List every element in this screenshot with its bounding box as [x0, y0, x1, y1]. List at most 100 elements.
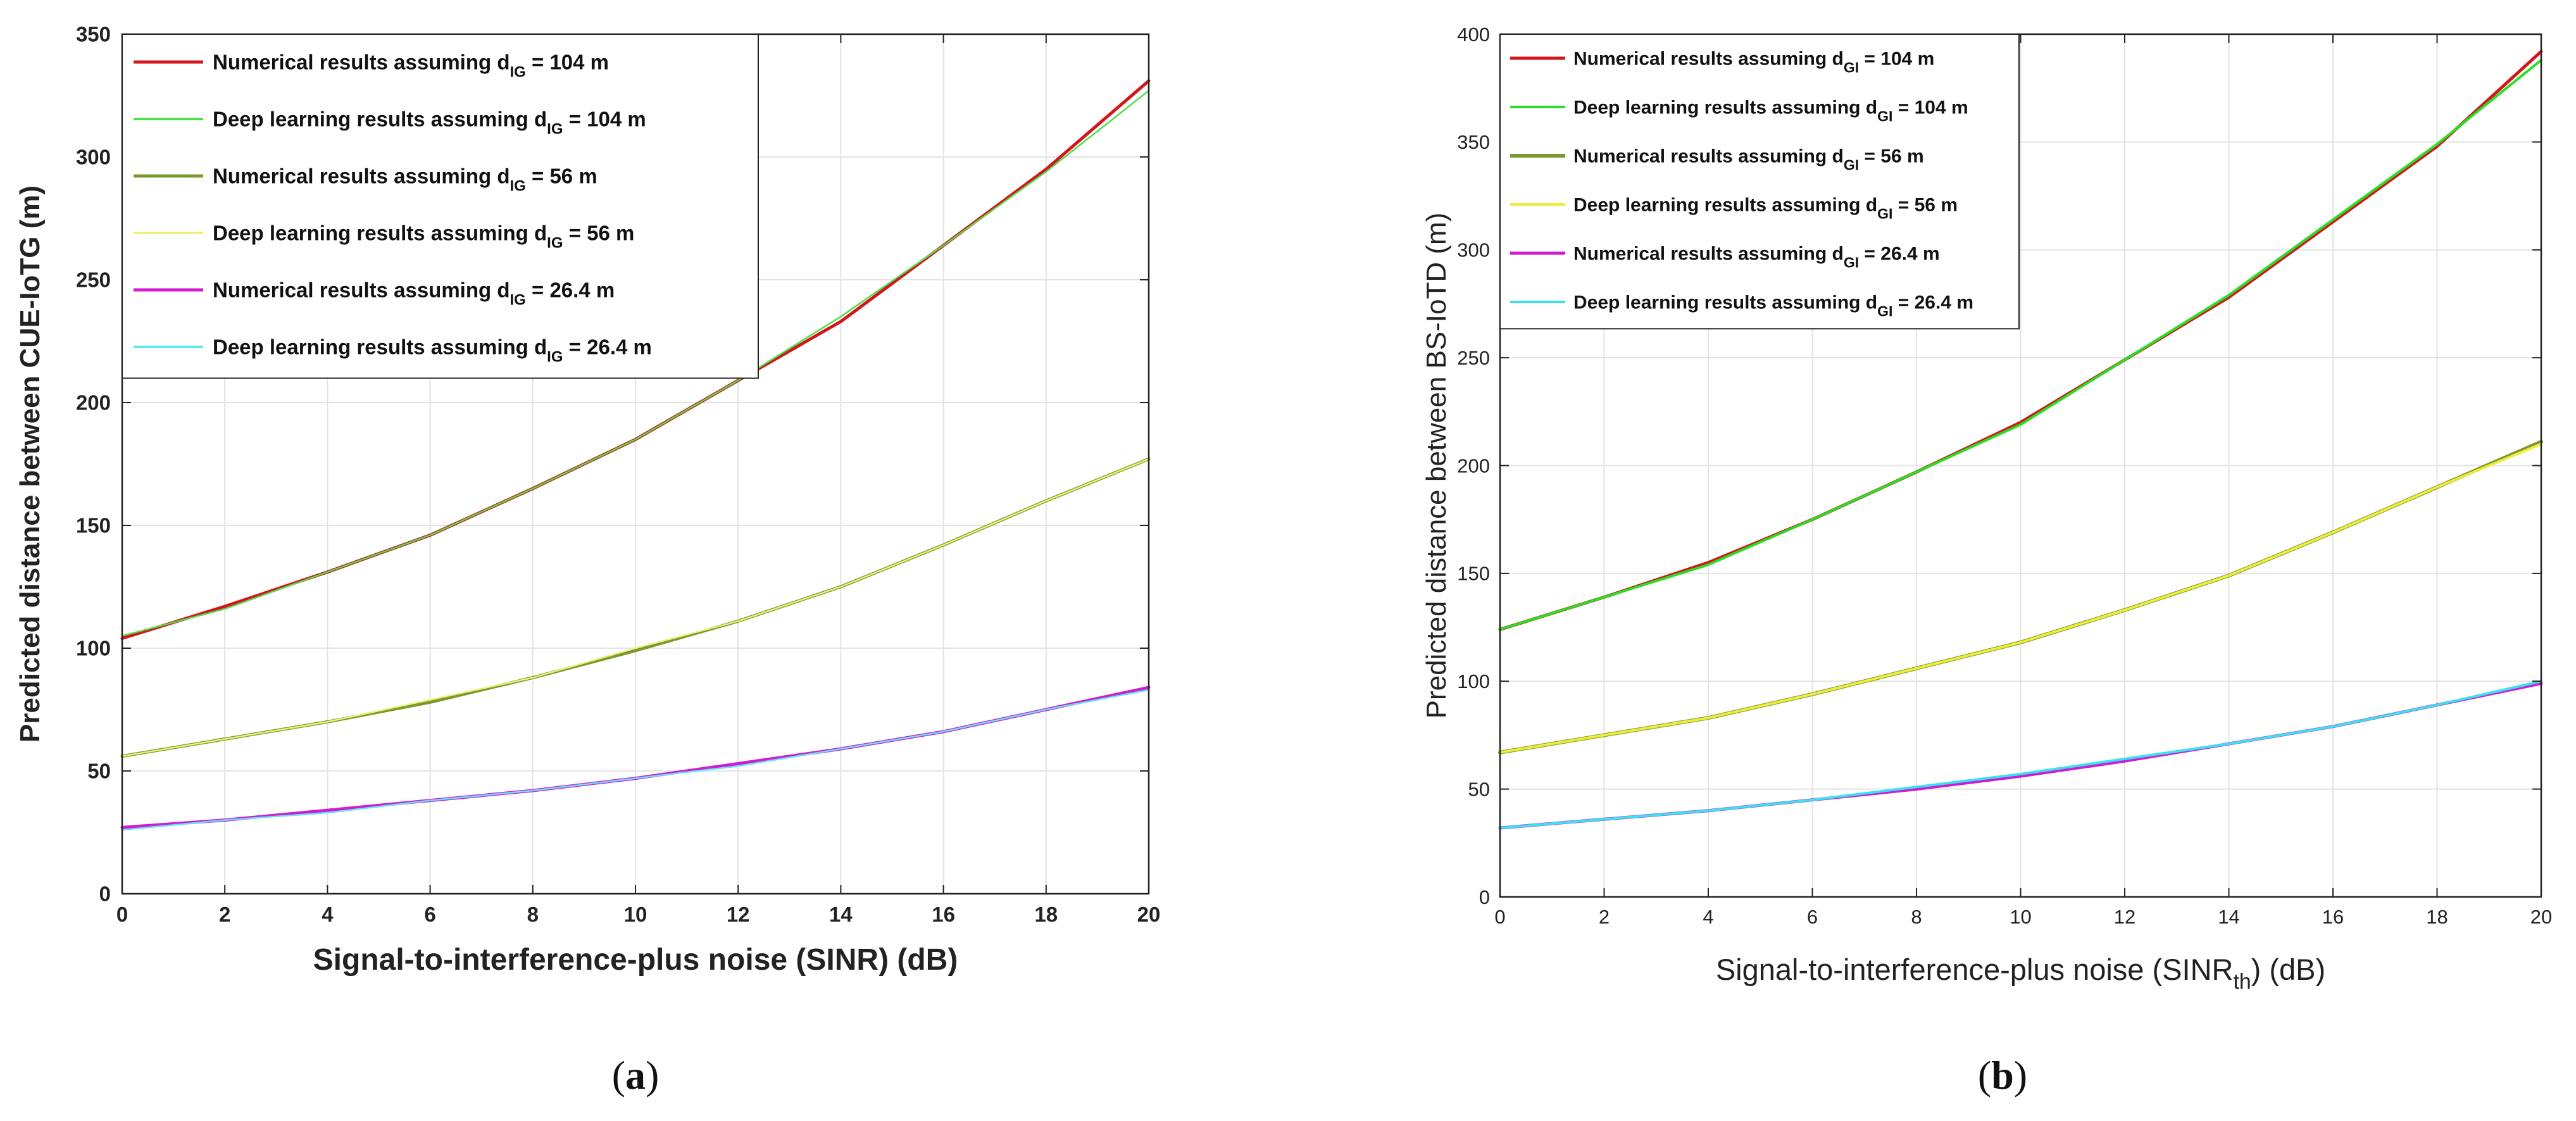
- legend-entry-subscript: IG: [547, 121, 563, 138]
- panel-label-letter: a: [625, 1053, 646, 1098]
- x-tick-label: 16: [932, 903, 955, 926]
- series-line-1: [1498, 49, 2543, 631]
- legend-entry-text: Deep learning results assuming d: [1573, 97, 1877, 118]
- legend-entry-text: Deep learning results assuming d: [213, 222, 547, 245]
- legend-entry-subscript: IG: [510, 178, 526, 195]
- x-tick-label: 0: [1494, 906, 1505, 928]
- legend-entry-tail: = 26.4 m: [563, 335, 652, 359]
- legend-entry: Deep learning results assuming dGI = 26.…: [1573, 292, 1973, 320]
- x-tick-label: 18: [2426, 906, 2448, 928]
- series-line-2: [1499, 58, 2542, 631]
- panel-label: (b): [1978, 1053, 2027, 1098]
- x-tick-label: 2: [219, 903, 230, 926]
- legend-entry-subscript: GI: [1844, 157, 1859, 173]
- panel-label: (a): [612, 1053, 660, 1098]
- y-tick-label: 300: [1457, 239, 1490, 261]
- x-tick-label: 6: [1807, 906, 1818, 928]
- x-tick-label: 12: [727, 903, 750, 926]
- y-tick-label: 150: [1457, 563, 1490, 585]
- x-axis-label-text: Signal-to-interference-plus noise (SINR)…: [313, 943, 958, 977]
- legend-entry-tail: = 104 m: [526, 51, 609, 74]
- panel-a: 0 2 4 6 8 10 12 14 16 18 20050100150200250300350Si…: [15, 23, 1160, 1098]
- legend-entry: Numerical results assuming dIG = 26.4 m: [213, 279, 615, 309]
- legend-entry-tail: = 56 m: [1859, 146, 1924, 167]
- legend-entry-text: Deep learning results assuming d: [1573, 195, 1877, 216]
- series-line-2: [121, 89, 1150, 637]
- x-axis-label-subscript: th: [2233, 970, 2251, 994]
- legend-entry-tail: = 104 m: [1859, 49, 1934, 70]
- legend-entry: Deep learning results assuming dIG = 56 …: [213, 222, 634, 252]
- legend-entry-text: Numerical results assuming d: [213, 165, 510, 188]
- y-tick-label: 300: [76, 146, 111, 169]
- y-tick-label: 350: [76, 23, 111, 46]
- legend-entry-subscript: GI: [1844, 59, 1859, 76]
- legend-entry-text: Numerical results assuming d: [213, 51, 510, 74]
- legend-entry-text: Numerical results assuming d: [1573, 244, 1844, 265]
- legend-entry-text: Numerical results assuming d: [1573, 146, 1844, 167]
- y-tick-label: 200: [76, 391, 111, 415]
- y-tick-label: 0: [99, 882, 111, 906]
- legend-entry-text: Numerical results assuming d: [1573, 49, 1844, 70]
- x-tick-label: 10: [2010, 906, 2031, 928]
- x-tick-label: 14: [829, 903, 853, 926]
- legend-entry-tail: = 56 m: [1892, 195, 1958, 216]
- legend-entry: Deep learning results assuming dGI = 56 …: [1573, 195, 1958, 222]
- legend-box: [122, 34, 759, 379]
- legend-entry-tail: = 104 m: [1892, 97, 1968, 118]
- x-tick-label: 20: [1137, 903, 1161, 926]
- legend-entry-subscript: GI: [1844, 254, 1859, 271]
- series-line-4: [1499, 442, 2542, 754]
- y-tick-label: 200: [1457, 454, 1490, 477]
- x-axis-label: Signal-to-interference-plus noise (SINRt…: [1716, 953, 2325, 994]
- legend: Numerical results assuming dIG = 104 mDe…: [122, 34, 759, 379]
- y-tick-label: 400: [1457, 23, 1490, 46]
- y-axis-label: Predicted distance between CUE-IoTG (m): [15, 185, 46, 742]
- x-tick-label: 18: [1034, 903, 1058, 926]
- legend-entry-tail: = 56 m: [563, 222, 635, 245]
- legend-entry: Numerical results assuming dGI = 104 m: [1573, 49, 1934, 76]
- x-tick-label: 20: [2530, 906, 2552, 928]
- y-tick-label: 100: [1457, 670, 1490, 692]
- legend-entry-tail: = 26.4 m: [526, 279, 615, 302]
- x-axis-label: Signal-to-interference-plus noise (SINR)…: [313, 943, 958, 977]
- panel-label-open: (: [1978, 1053, 1991, 1098]
- legend-entry-subscript: GI: [1877, 303, 1892, 320]
- panel-label-letter: b: [1991, 1053, 2014, 1098]
- legend-entry: Numerical results assuming dIG = 104 m: [213, 51, 609, 81]
- x-axis-label-text: Signal-to-interference-plus noise (SINR: [1716, 953, 2234, 986]
- legend-entry-subscript: GI: [1877, 108, 1892, 125]
- legend-entry: Deep learning results assuming dGI = 104…: [1573, 97, 1968, 125]
- y-tick-label: 350: [1457, 131, 1490, 153]
- legend: Numerical results assuming dGI = 104 mDe…: [1499, 34, 2020, 330]
- x-tick-label: 6: [424, 903, 435, 926]
- y-tick-label: 250: [76, 268, 111, 292]
- legend-entry: Numerical results assuming dGI = 26.4 m: [1573, 244, 1940, 271]
- y-tick-label: 50: [87, 760, 111, 783]
- legend-entry-subscript: IG: [510, 64, 526, 81]
- legend-entry-tail: = 56 m: [526, 165, 597, 188]
- x-tick-label: 12: [2114, 906, 2135, 928]
- legend-entry-subscript: IG: [547, 235, 563, 252]
- series-line-6: [121, 689, 1150, 831]
- legend-entry-subscript: IG: [547, 349, 563, 366]
- y-tick-label: 100: [76, 637, 111, 660]
- x-tick-label: 8: [527, 903, 539, 926]
- series-line-6: [1499, 680, 2542, 829]
- series-line-4: [121, 458, 1150, 757]
- legend-entry-tail: = 26.4 m: [1892, 292, 1973, 313]
- x-tick-label: 10: [624, 903, 647, 926]
- x-tick-label: 16: [2322, 906, 2344, 928]
- y-tick-label: 150: [76, 514, 111, 537]
- legend-entry-subscript: IG: [510, 292, 526, 309]
- y-axis-label: Predicted distance between BS-IoTD (m): [1421, 213, 1452, 719]
- legend-entry-text: Deep learning results assuming d: [213, 108, 547, 131]
- panel-label-close: ): [2014, 1053, 2027, 1098]
- x-tick-label: 2: [1599, 906, 1610, 928]
- y-tick-label: 0: [1479, 886, 1490, 908]
- x-tick-label: 4: [1703, 906, 1713, 928]
- legend-entry-text: Numerical results assuming d: [213, 279, 510, 302]
- legend-entry-text: Deep learning results assuming d: [213, 335, 547, 359]
- legend-entry: Deep learning results assuming dIG = 26.…: [213, 335, 652, 366]
- panel-label-close: ): [646, 1053, 659, 1098]
